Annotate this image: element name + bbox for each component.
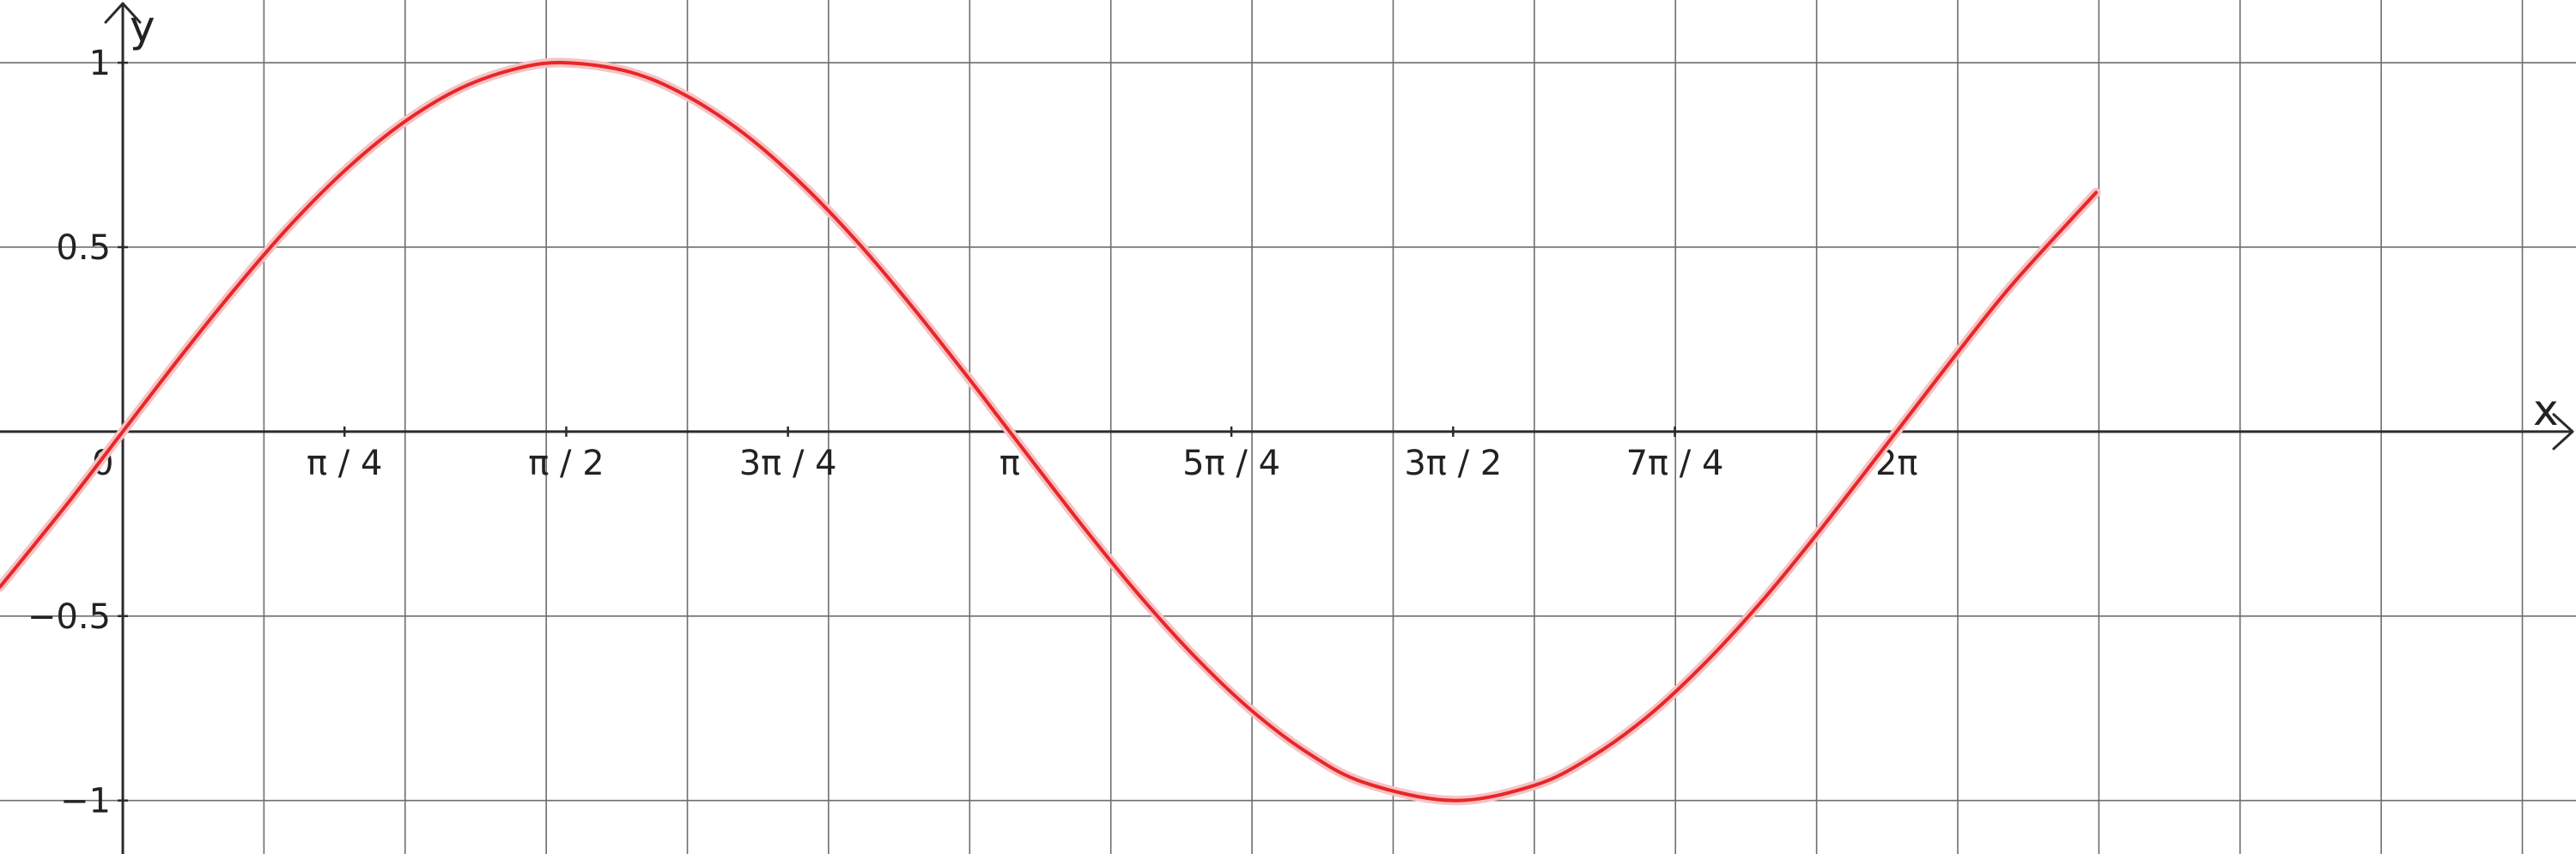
x-tick-label: π / 4 xyxy=(307,444,382,483)
x-tick-label: 3π / 4 xyxy=(739,444,837,483)
x-axis-label: x xyxy=(2533,385,2559,435)
x-tick-label: 5π / 4 xyxy=(1182,444,1280,483)
series xyxy=(0,58,2101,806)
y-axis-label: y xyxy=(130,2,155,51)
x-tick-label: 3π / 2 xyxy=(1404,444,1502,483)
x-tick-label: π / 2 xyxy=(528,444,604,483)
y-tick-label: 0.5 xyxy=(56,228,111,268)
x-tick-label: π xyxy=(999,444,1020,483)
y-tick-label: −0.5 xyxy=(27,597,111,637)
series-line xyxy=(0,60,2099,803)
y-tick-label: −1 xyxy=(60,782,111,821)
x-tick-label: 7π / 4 xyxy=(1626,444,1724,483)
x-axis-arrow xyxy=(2552,413,2574,451)
y-tick-label: 1 xyxy=(89,44,111,83)
y-axis-arrow xyxy=(104,2,142,24)
